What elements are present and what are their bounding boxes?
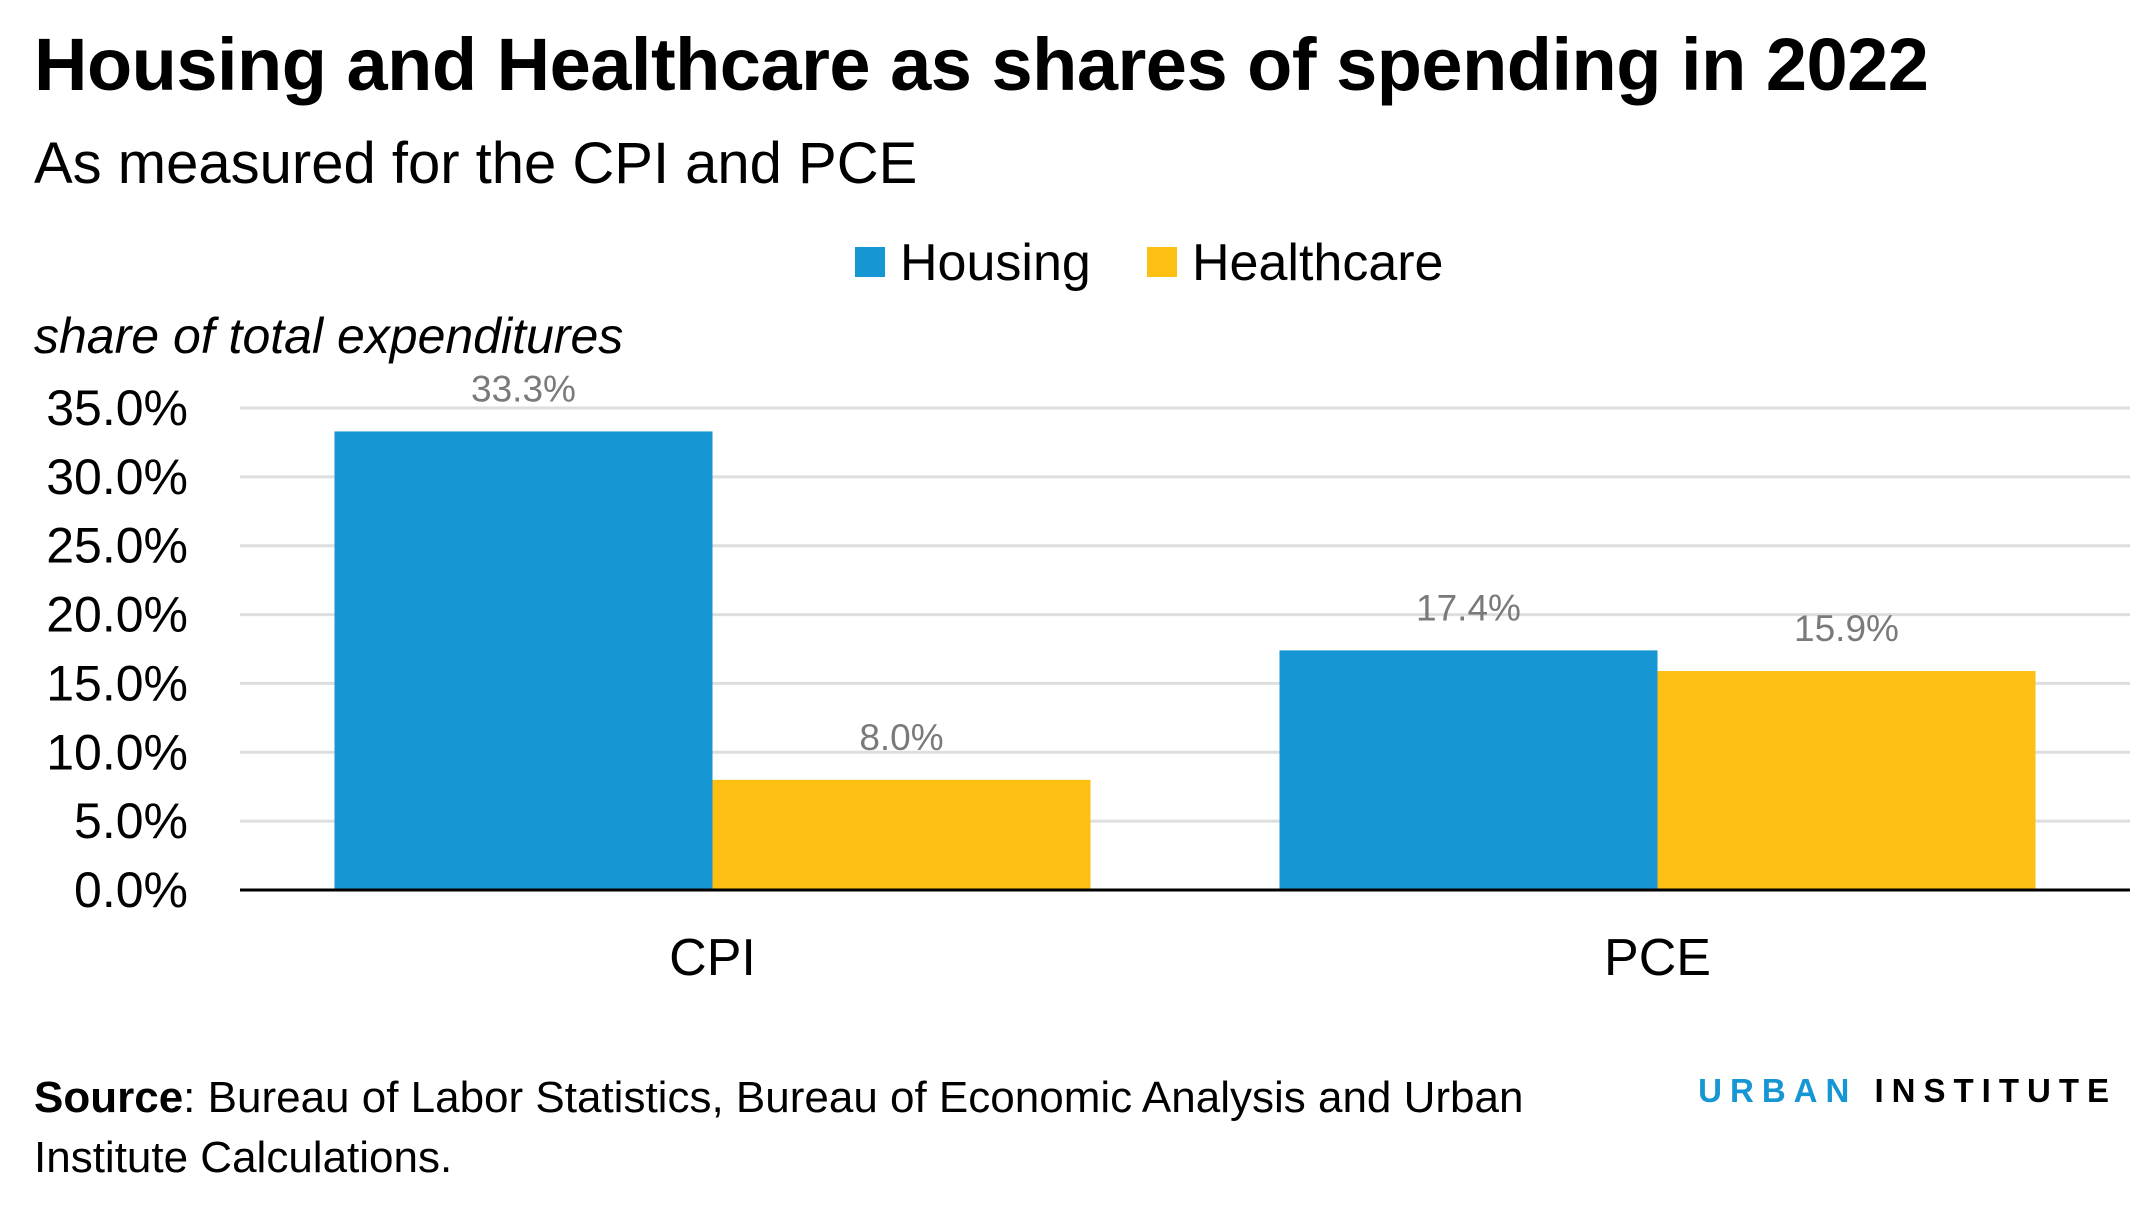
y-tick-label: 15.0% bbox=[46, 655, 188, 711]
y-axis-ticks: 0.0% 5.0% 10.0% 15.0% 20.0% 25.0% 30.0% 35.0% bbox=[46, 380, 188, 918]
legend-label-housing: Housing bbox=[900, 234, 1091, 292]
urban-institute-logo: URBAN INSTITUTE bbox=[1698, 1072, 2117, 1110]
y-tick-label: 10.0% bbox=[46, 724, 188, 780]
y-tick-label: 0.0% bbox=[74, 862, 188, 918]
category-labels: CPI PCE bbox=[669, 929, 1711, 987]
y-tick-label: 5.0% bbox=[74, 793, 188, 849]
chart-title: Housing and Healthcare as shares of spen… bbox=[34, 23, 1929, 106]
y-tick-label: 25.0% bbox=[46, 518, 188, 574]
x-category-label: CPI bbox=[669, 929, 756, 987]
legend-swatch-healthcare bbox=[1147, 247, 1177, 277]
legend: Housing Healthcare bbox=[855, 234, 1443, 292]
data-label: 33.3% bbox=[471, 368, 576, 409]
y-axis-label: share of total expenditures bbox=[34, 308, 623, 364]
y-tick-label: 30.0% bbox=[46, 449, 188, 505]
bar-housing-cpi bbox=[334, 431, 713, 890]
bars bbox=[334, 431, 2036, 890]
brand-urban: URBAN bbox=[1698, 1072, 1858, 1109]
y-tick-label: 20.0% bbox=[46, 587, 188, 643]
legend-swatch-housing bbox=[855, 247, 885, 277]
source-label: Source bbox=[34, 1073, 184, 1122]
x-category-label: PCE bbox=[1604, 929, 1711, 987]
data-labels: 33.3% 8.0% 17.4% 15.9% bbox=[471, 368, 1899, 757]
bar-healthcare-pce bbox=[1657, 671, 2036, 890]
brand-institute: INSTITUTE bbox=[1857, 1072, 2117, 1109]
source-note: Source: Bureau of Labor Statistics, Bure… bbox=[34, 1068, 1634, 1188]
bar-housing-pce bbox=[1279, 650, 1658, 890]
chart-subtitle: As measured for the CPI and PCE bbox=[34, 131, 918, 196]
data-label: 8.0% bbox=[859, 717, 943, 758]
data-label: 15.9% bbox=[1794, 608, 1899, 649]
y-tick-label: 35.0% bbox=[46, 380, 188, 436]
bar-healthcare-cpi bbox=[712, 779, 1091, 890]
source-text: : Bureau of Labor Statistics, Bureau of … bbox=[34, 1073, 1524, 1182]
data-label: 17.4% bbox=[1416, 587, 1521, 628]
legend-label-healthcare: Healthcare bbox=[1192, 234, 1443, 292]
